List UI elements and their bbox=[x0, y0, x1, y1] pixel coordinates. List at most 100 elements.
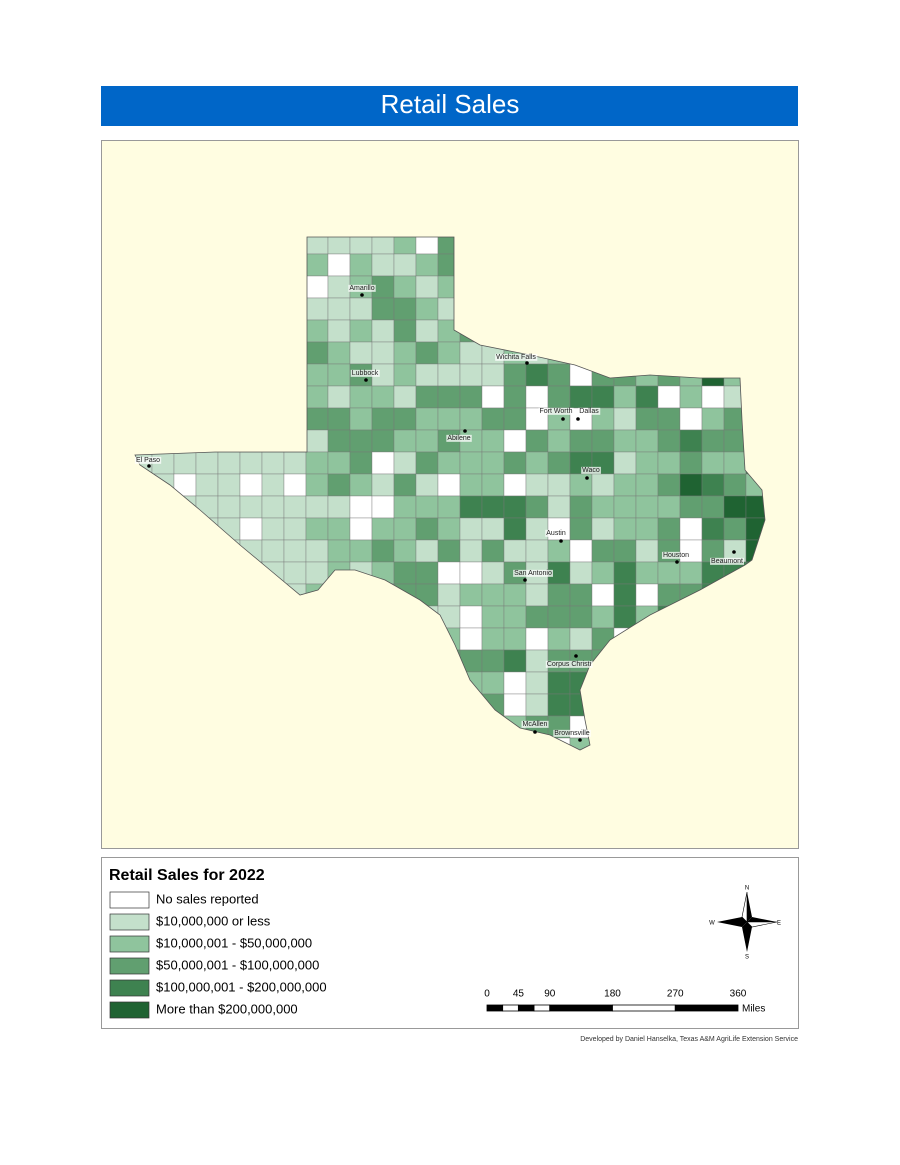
county bbox=[371, 539, 395, 563]
county bbox=[613, 605, 637, 629]
county bbox=[415, 275, 439, 299]
county bbox=[349, 319, 373, 343]
legend-swatch bbox=[109, 891, 150, 909]
county bbox=[415, 341, 439, 365]
county bbox=[525, 671, 549, 695]
scale-segment bbox=[549, 1004, 613, 1012]
county bbox=[393, 495, 417, 519]
county bbox=[701, 473, 725, 497]
county bbox=[459, 385, 483, 409]
county bbox=[635, 539, 659, 563]
county bbox=[217, 473, 241, 497]
legend-swatch bbox=[109, 979, 150, 997]
county bbox=[635, 473, 659, 497]
county bbox=[547, 385, 571, 409]
county bbox=[481, 627, 505, 651]
county bbox=[679, 451, 703, 475]
scale-label: 0 bbox=[484, 989, 490, 1000]
city-halo bbox=[495, 353, 538, 361]
city-label: Abilene bbox=[447, 435, 470, 442]
city-halo bbox=[581, 466, 601, 474]
county bbox=[459, 561, 483, 585]
county bbox=[371, 495, 395, 519]
county bbox=[459, 605, 483, 629]
county bbox=[481, 561, 505, 585]
county bbox=[701, 451, 725, 475]
legend-label: $10,000,001 - $50,000,000 bbox=[156, 935, 312, 950]
scale-label: 45 bbox=[513, 989, 525, 1000]
city-label: Waco bbox=[582, 467, 600, 474]
scale-label: 180 bbox=[604, 989, 621, 1000]
county bbox=[591, 429, 615, 453]
county bbox=[437, 363, 461, 387]
county bbox=[415, 451, 439, 475]
city-dot bbox=[360, 293, 364, 297]
county bbox=[283, 451, 307, 475]
county bbox=[503, 649, 527, 673]
city-label: McAllen bbox=[523, 721, 548, 728]
city-halo bbox=[545, 660, 593, 668]
county bbox=[635, 495, 659, 519]
county bbox=[239, 451, 263, 475]
county bbox=[305, 539, 329, 563]
county bbox=[657, 517, 681, 541]
scale-label: 90 bbox=[544, 989, 556, 1000]
legend-label: $100,000,001 - $200,000,000 bbox=[156, 979, 327, 994]
county bbox=[283, 473, 307, 497]
county bbox=[459, 495, 483, 519]
county bbox=[393, 539, 417, 563]
county bbox=[547, 627, 571, 651]
county bbox=[393, 297, 417, 321]
county bbox=[327, 495, 351, 519]
county bbox=[305, 363, 329, 387]
county bbox=[701, 385, 725, 409]
county bbox=[679, 429, 703, 453]
legend-label: More than $200,000,000 bbox=[156, 1001, 298, 1016]
county bbox=[415, 561, 439, 585]
city-dot bbox=[147, 464, 151, 468]
city-label: Amarillo bbox=[349, 285, 374, 292]
county bbox=[437, 451, 461, 475]
county bbox=[393, 451, 417, 475]
county bbox=[261, 495, 285, 519]
county bbox=[503, 517, 527, 541]
city-halo bbox=[710, 557, 745, 565]
county bbox=[393, 385, 417, 409]
county bbox=[349, 429, 373, 453]
compass: N S W E bbox=[709, 886, 781, 961]
city-label: Beaumont bbox=[711, 558, 743, 565]
city-dot bbox=[364, 378, 368, 382]
county bbox=[217, 451, 241, 475]
county bbox=[415, 407, 439, 431]
county bbox=[635, 407, 659, 431]
county bbox=[679, 407, 703, 431]
county bbox=[503, 627, 527, 651]
city-halo bbox=[538, 407, 574, 415]
county bbox=[327, 297, 351, 321]
county bbox=[525, 693, 549, 717]
county bbox=[569, 539, 593, 563]
legend: No sales reported $10,000,000 or less $10,… bbox=[109, 891, 327, 1019]
county bbox=[327, 407, 351, 431]
city-dot bbox=[576, 417, 580, 421]
city-halo bbox=[446, 434, 472, 442]
city-halo bbox=[545, 529, 567, 537]
county bbox=[547, 451, 571, 475]
county bbox=[305, 253, 329, 277]
county bbox=[569, 583, 593, 607]
county bbox=[591, 605, 615, 629]
county bbox=[349, 495, 373, 519]
county bbox=[657, 385, 681, 409]
county bbox=[525, 605, 549, 629]
county bbox=[173, 451, 197, 475]
county bbox=[371, 473, 395, 497]
county bbox=[305, 275, 329, 299]
county bbox=[393, 407, 417, 431]
county bbox=[547, 429, 571, 453]
county bbox=[459, 473, 483, 497]
county bbox=[657, 407, 681, 431]
county bbox=[701, 407, 725, 431]
county bbox=[349, 297, 373, 321]
county bbox=[327, 539, 351, 563]
county bbox=[437, 517, 461, 541]
